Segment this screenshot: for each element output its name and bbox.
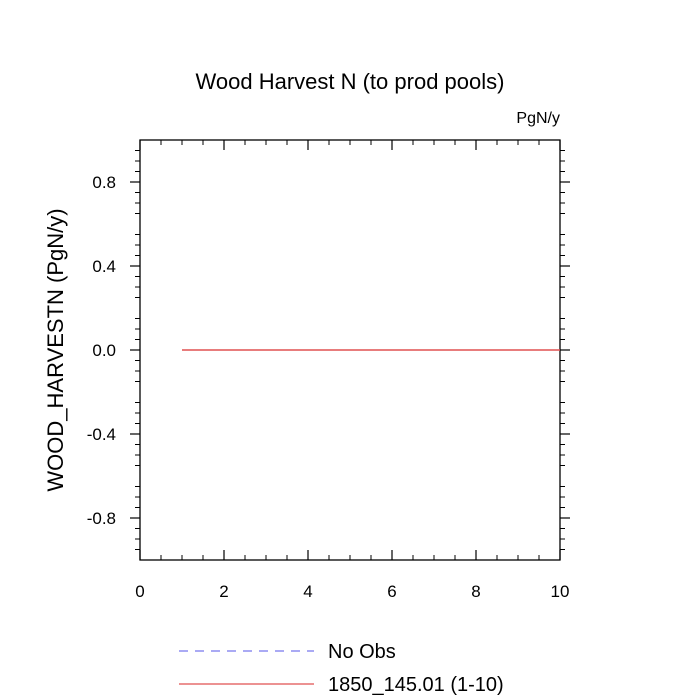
x-tick-label: 6 bbox=[387, 582, 396, 601]
x-tick-label: 8 bbox=[471, 582, 480, 601]
chart-title: Wood Harvest N (to prod pools) bbox=[196, 69, 505, 94]
units-label: PgN/y bbox=[516, 110, 560, 127]
y-tick-label: -0.4 bbox=[87, 425, 116, 444]
legend-label-1: 1850_145.01 (1-10) bbox=[328, 674, 504, 696]
x-tick-label: 4 bbox=[303, 582, 312, 601]
y-tick-label: 0.8 bbox=[92, 173, 116, 192]
x-tick-label: 10 bbox=[551, 582, 570, 601]
legend-label-0: No Obs bbox=[328, 641, 396, 663]
x-tick-label: 2 bbox=[219, 582, 228, 601]
legend: No Obs 1850_145.01 (1-10) bbox=[179, 641, 504, 696]
x-tick-label: 0 bbox=[135, 582, 144, 601]
y-axis-title: WOOD_HARVESTN (PgN/y) bbox=[43, 208, 68, 491]
y-tick-label: 0.0 bbox=[92, 341, 116, 360]
y-tick-label: -0.8 bbox=[87, 509, 116, 528]
plot-area: 0 2 4 6 8 10 -0.8 -0.4 0.0 0.4 0.8 bbox=[87, 139, 570, 601]
y-tick-label: 0.4 bbox=[92, 257, 116, 276]
